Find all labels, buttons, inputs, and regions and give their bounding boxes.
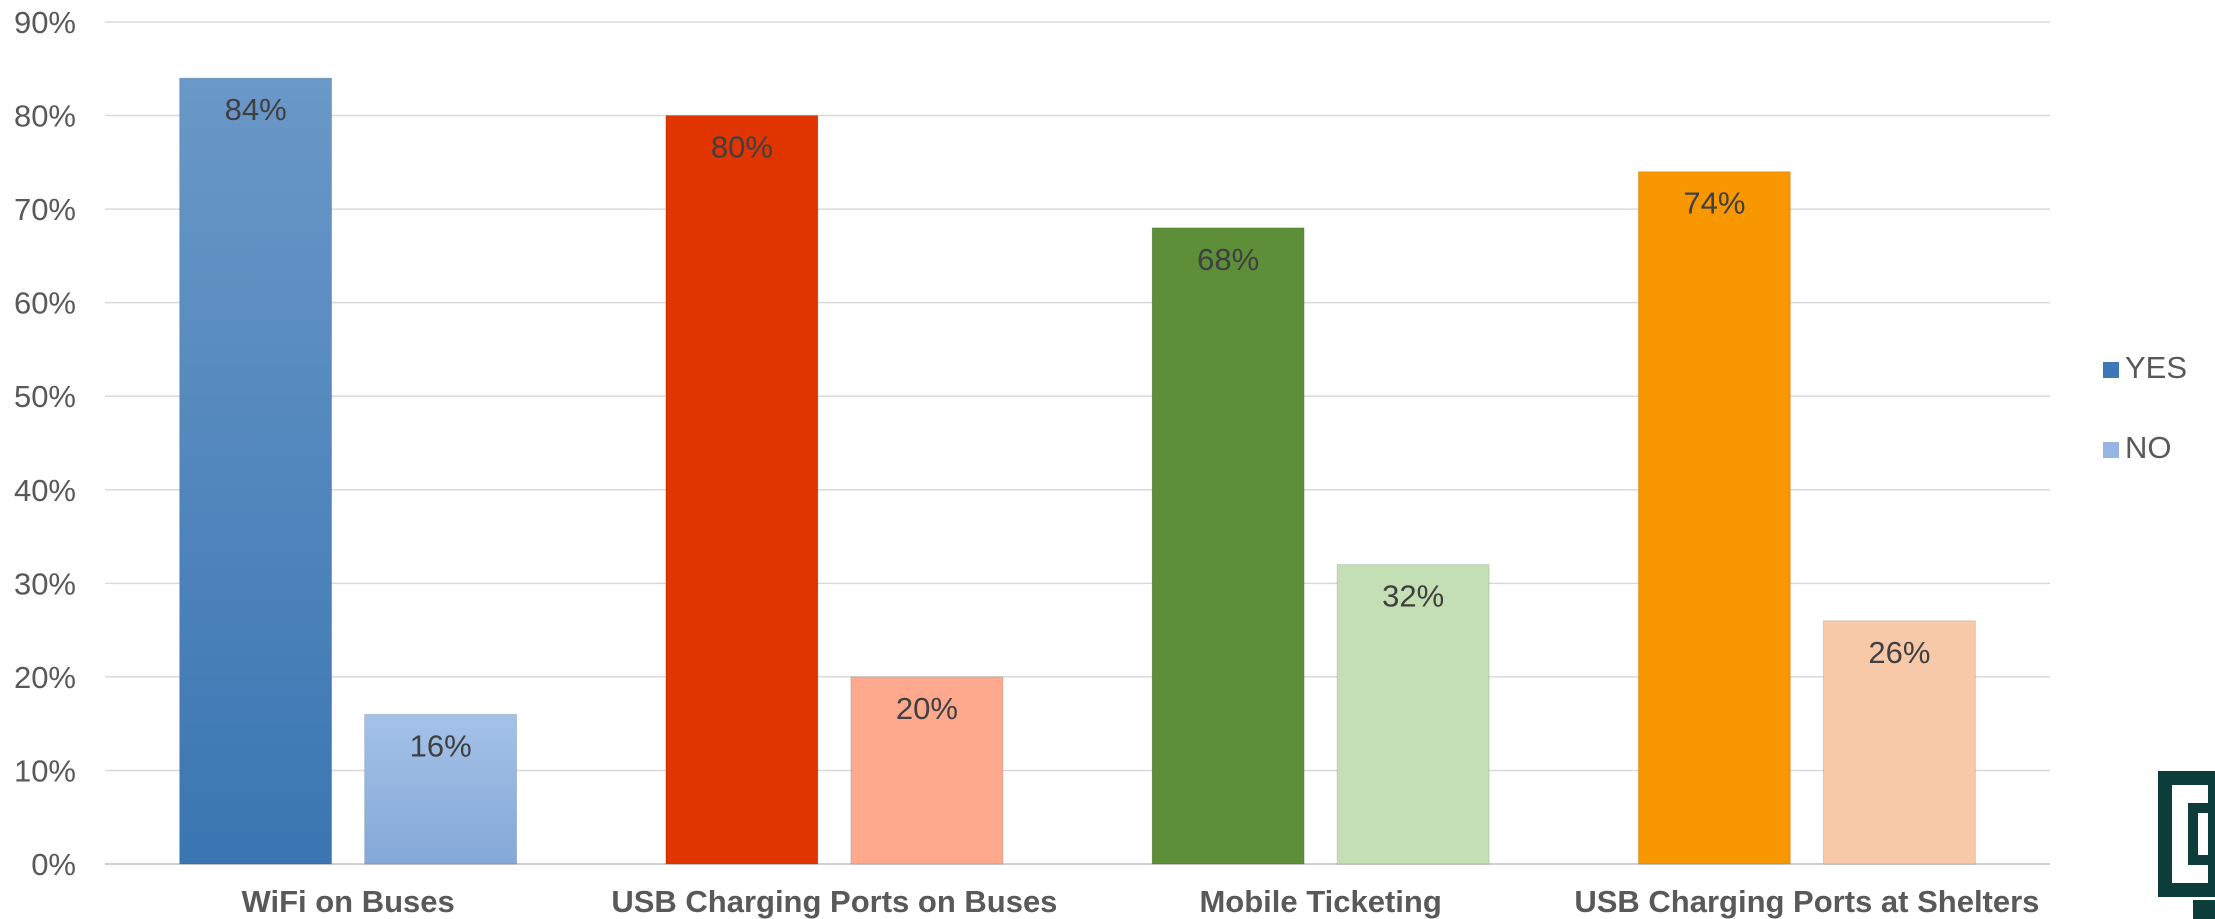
y-tick-label: 60% — [14, 286, 76, 321]
legend-swatch-yes — [2103, 362, 2119, 378]
y-tick-label: 70% — [14, 192, 76, 227]
y-tick-label: 0% — [31, 847, 76, 882]
y-tick-label: 30% — [14, 566, 76, 601]
logo-outer-mark — [2158, 771, 2215, 897]
y-tick-label: 80% — [14, 99, 76, 134]
y-axis-ticks: 0% 10% 20% 30% 40% 50% 60% 70% 80% 90% — [14, 5, 76, 882]
bar-no-2 — [1336, 564, 1490, 865]
logo-bottom-mark — [2193, 900, 2215, 919]
data-labels: 84% 16% 80% 20% 68% 32% 74% 26% — [225, 92, 1931, 763]
data-label: 32% — [1382, 579, 1444, 614]
bar-yes-2 — [1151, 227, 1305, 865]
data-label: 26% — [1868, 635, 1930, 670]
y-tick-label: 20% — [14, 660, 76, 695]
bar-no-3 — [1822, 620, 1976, 865]
x-axis-categories: WiFi on Buses USB Charging Ports on Buses… — [241, 884, 2039, 919]
bar-yes-3 — [1637, 171, 1791, 865]
legend: YES NO — [2103, 350, 2187, 465]
x-category-label: USB Charging Ports on Buses — [611, 884, 1057, 919]
data-label: 84% — [225, 92, 287, 127]
y-tick-label: 10% — [14, 753, 76, 788]
y-tick-label: 90% — [14, 5, 76, 40]
legend-label-no: NO — [2125, 430, 2172, 465]
legend-swatch-no — [2103, 442, 2119, 458]
corner-logo — [2158, 771, 2215, 919]
data-label: 20% — [896, 691, 958, 726]
bar-yes-0 — [179, 77, 333, 865]
x-category-label: USB Charging Ports at Shelters — [1574, 884, 2039, 919]
bar-no-1 — [850, 676, 1004, 865]
data-label: 80% — [711, 130, 773, 165]
data-label: 74% — [1683, 186, 1745, 221]
y-tick-label: 50% — [14, 379, 76, 414]
x-category-label: Mobile Ticketing — [1199, 884, 1441, 919]
bar-yes-1 — [665, 115, 819, 865]
logo-inner-mark — [2188, 803, 2215, 865]
data-label: 68% — [1197, 242, 1259, 277]
bar-no-0 — [364, 713, 518, 865]
y-tick-label: 40% — [14, 473, 76, 508]
legend-label-yes: YES — [2125, 350, 2187, 385]
x-category-label: WiFi on Buses — [241, 884, 454, 919]
data-label: 16% — [410, 728, 472, 763]
bars — [179, 77, 1976, 865]
